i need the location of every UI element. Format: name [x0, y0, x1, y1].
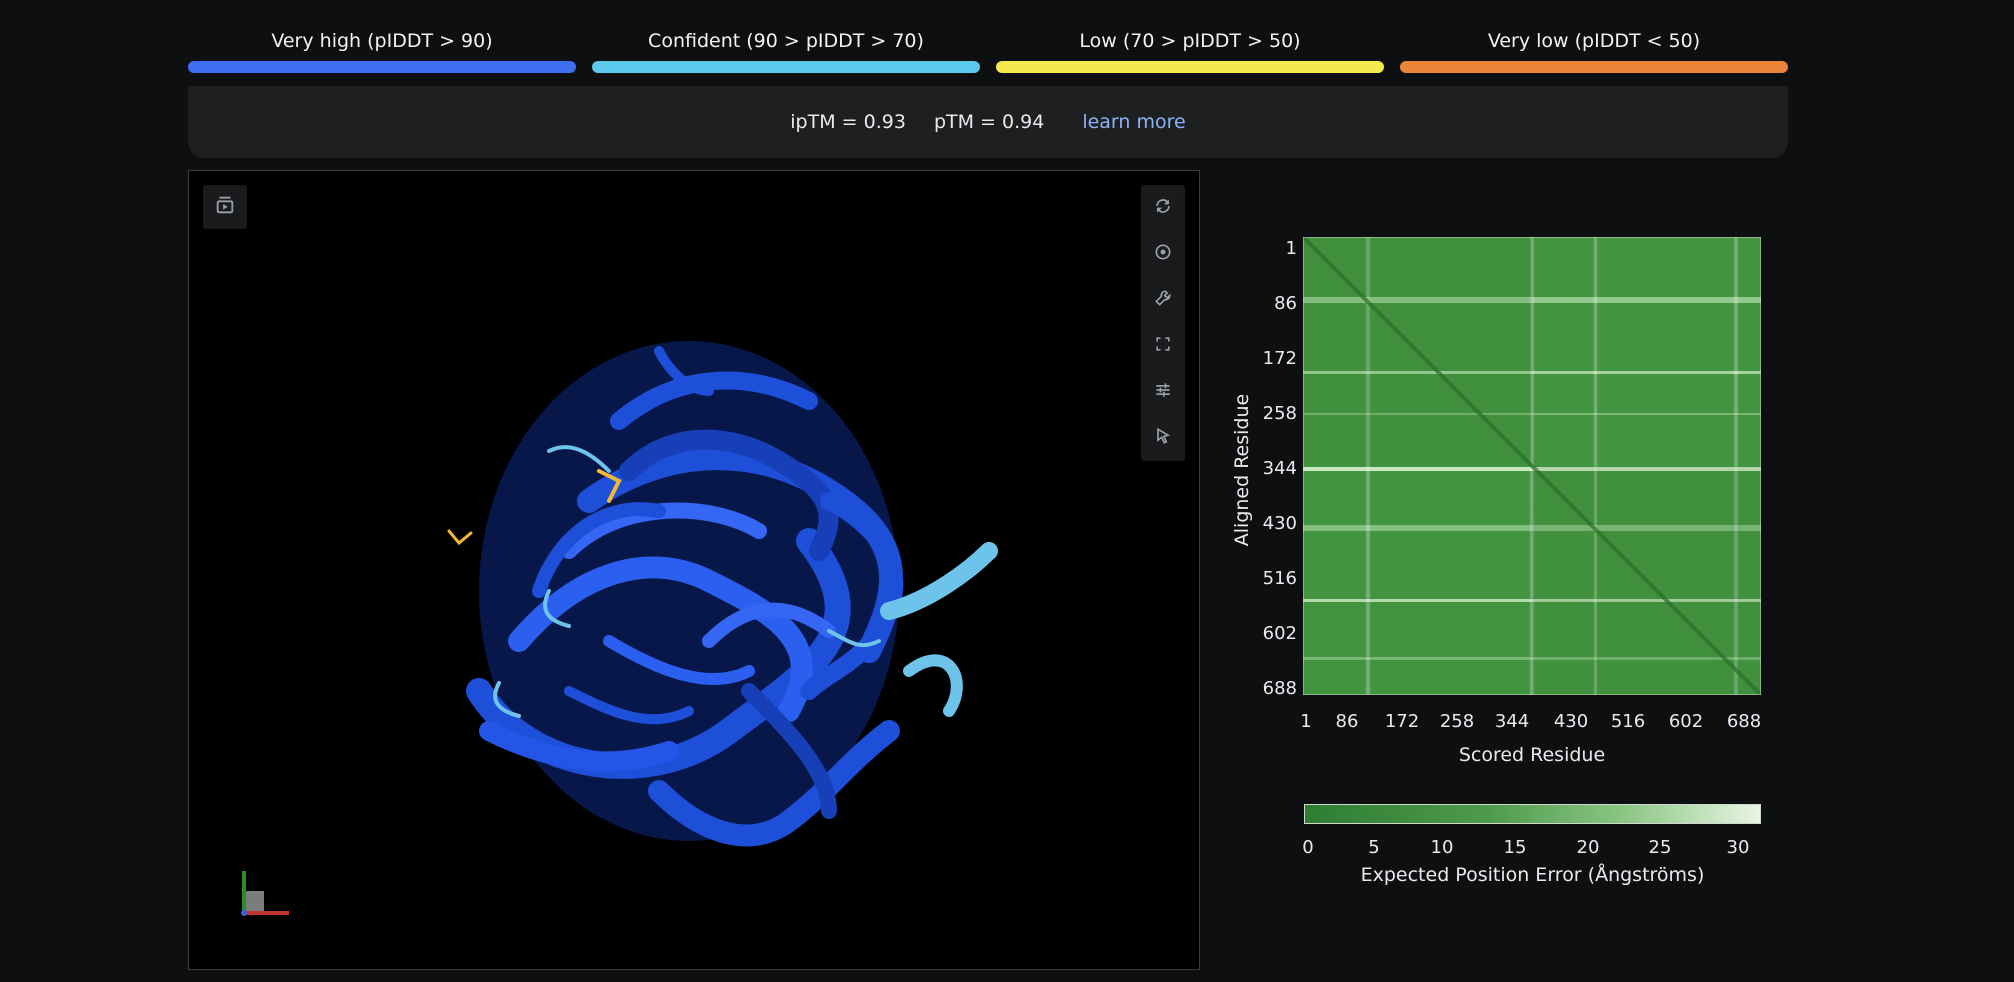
y-tick: 172: [1262, 348, 1297, 369]
x-tick: 344: [1494, 711, 1530, 732]
x-tick: 430: [1553, 711, 1589, 732]
viewer-toolbar: [1141, 185, 1185, 461]
colorbar-tick: 30: [1726, 837, 1750, 858]
y-tick: 258: [1262, 403, 1297, 424]
axes-triad: [241, 871, 289, 916]
legend-bar: [1400, 61, 1788, 73]
colorbar-label: Expected Position Error (Ångströms): [1360, 864, 1705, 886]
legend-bar: [188, 61, 576, 73]
y-tick: 344: [1262, 458, 1297, 479]
confidence-metrics: ipTM = 0.93 pTM = 0.94 learn more: [188, 86, 1788, 158]
legend-bar: [996, 61, 1384, 73]
legend-label: Low (70 > pIDDT > 50): [1079, 30, 1301, 52]
y-tick: 430: [1262, 513, 1297, 534]
colorbar-tick: 0: [1302, 837, 1314, 858]
wrench-icon: [1153, 288, 1173, 312]
ptm-value: pTM = 0.94: [933, 111, 1045, 133]
pae-heatmap[interactable]: [1303, 237, 1761, 695]
x-tick: 258: [1439, 711, 1475, 732]
animation-panel-button[interactable]: [203, 185, 247, 229]
controls-button[interactable]: [1141, 369, 1185, 415]
legend-low: Low (70 > pIDDT > 50): [996, 26, 1384, 73]
legend-very-low: Very low (pIDDT < 50): [1400, 26, 1788, 73]
x-tick: 688: [1726, 711, 1762, 732]
colorbar-tick: 5: [1368, 837, 1380, 858]
y-tick: 1: [1285, 238, 1297, 259]
colorbar-tick: 25: [1648, 837, 1672, 858]
x-tick: 172: [1384, 711, 1420, 732]
sliders-icon: [1153, 380, 1173, 404]
pae-colorbar: [1304, 804, 1761, 824]
pointer-icon: [1153, 426, 1173, 450]
colorbar-tick: 20: [1576, 837, 1600, 858]
colorbar-tick: 10: [1430, 837, 1454, 858]
x-tick: 516: [1610, 711, 1646, 732]
iptm-value: ipTM = 0.93: [790, 111, 906, 133]
legend-bar: [592, 61, 980, 73]
reset-view-button[interactable]: [1141, 185, 1185, 231]
learn-more-link[interactable]: learn more: [1082, 111, 1186, 133]
selection-mode-button[interactable]: [1141, 415, 1185, 461]
y-tick: 602: [1262, 623, 1297, 644]
legend-label: Confident (90 > pIDDT > 70): [648, 30, 924, 52]
plddt-legend: Very high (pIDDT > 90) Confident (90 > p…: [188, 26, 1788, 76]
fullscreen-button[interactable]: [1141, 323, 1185, 369]
legend-label: Very low (pIDDT < 50): [1487, 30, 1701, 52]
y-tick: 688: [1262, 678, 1297, 699]
legend-very-high: Very high (pIDDT > 90): [188, 26, 576, 73]
colorbar-tick: 15: [1503, 837, 1527, 858]
legend-label: Very high (pIDDT > 90): [271, 30, 493, 52]
structure-viewer[interactable]: [188, 170, 1200, 970]
x-tick: 602: [1668, 711, 1704, 732]
y-tick: 516: [1262, 568, 1297, 589]
fullscreen-icon: [1153, 334, 1173, 358]
aperture-icon: [1153, 242, 1173, 266]
rotate-icon: [1153, 196, 1173, 220]
protein-structure-render[interactable]: [189, 171, 1200, 970]
y-tick: 86: [1274, 293, 1297, 314]
legend-confident: Confident (90 > pIDDT > 70): [592, 26, 980, 73]
x-tick: 1: [1300, 711, 1312, 732]
screenshot-button[interactable]: [1141, 231, 1185, 277]
settings-button[interactable]: [1141, 277, 1185, 323]
video-icon: [214, 194, 236, 220]
x-tick: 86: [1335, 711, 1359, 732]
pae-x-axis-label: Scored Residue: [1458, 744, 1606, 766]
